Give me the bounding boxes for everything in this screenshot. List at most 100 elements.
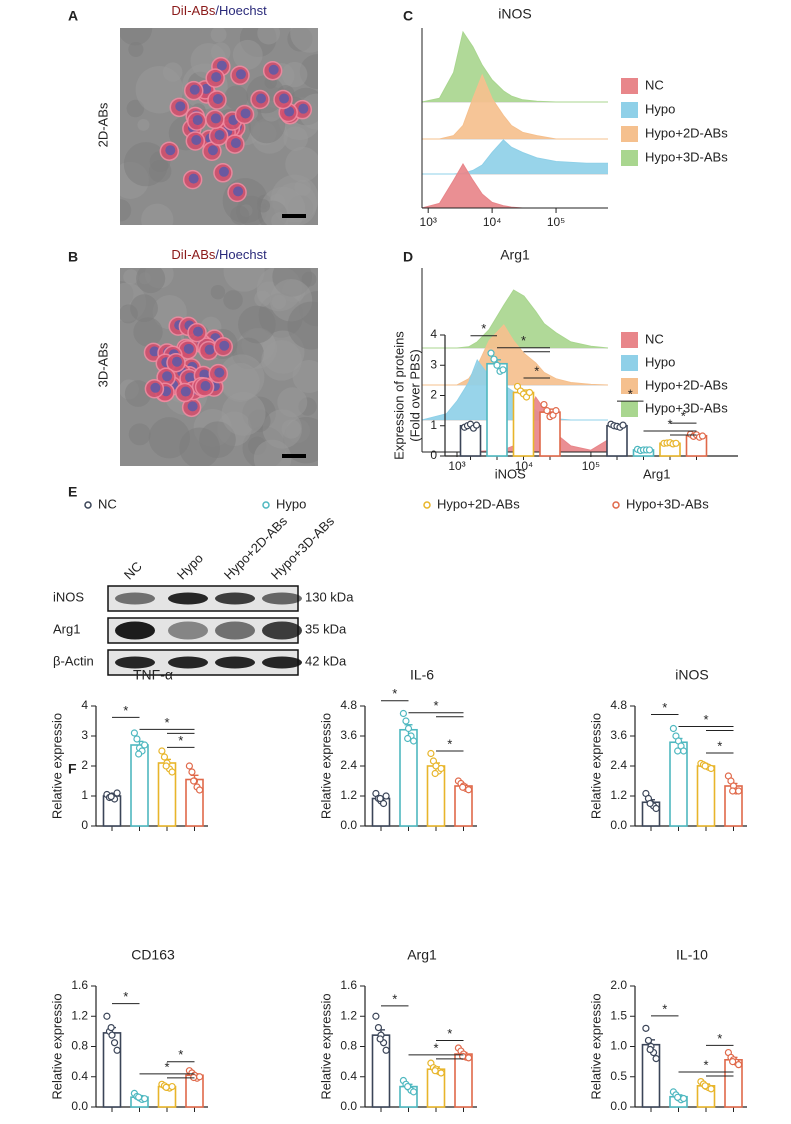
legend-label: NC <box>645 77 664 92</box>
panel-label: D <box>403 249 413 265</box>
row-label: β-Actin <box>53 653 94 668</box>
nucleus <box>150 382 161 393</box>
row-label: iNOS <box>53 589 84 604</box>
texture <box>223 290 243 310</box>
size-label: 35 kDa <box>305 621 347 636</box>
y-tick-label: 1.6 <box>340 978 357 992</box>
nucleus <box>175 101 186 112</box>
data-point <box>499 366 507 374</box>
legend-swatch <box>621 102 638 118</box>
band <box>215 656 255 669</box>
data-point <box>707 1085 715 1093</box>
data-point <box>404 724 413 733</box>
nucleus <box>212 94 223 105</box>
data-point <box>113 789 121 797</box>
data-point <box>399 709 407 718</box>
nucleus <box>183 343 194 354</box>
data-point <box>543 407 551 415</box>
texture <box>128 41 144 57</box>
band <box>115 592 155 605</box>
significance: * <box>717 1031 722 1046</box>
data-point <box>404 734 412 743</box>
nucleus <box>298 103 309 114</box>
nucleus <box>191 134 202 145</box>
data-point <box>552 407 560 415</box>
significance: * <box>433 698 438 713</box>
stain-label: DiI-ABs <box>171 247 216 262</box>
data-point <box>437 764 445 773</box>
x-tick-label: 10⁴ <box>515 459 534 473</box>
data-point <box>679 747 688 755</box>
x-tick-label: 10³ <box>420 215 437 229</box>
legend-marker <box>612 501 620 509</box>
texture <box>283 126 308 151</box>
bar <box>512 391 535 457</box>
nucleus <box>192 115 203 126</box>
nucleus <box>233 186 244 197</box>
data-point <box>465 786 473 794</box>
texture <box>232 39 263 70</box>
data-point <box>465 1054 473 1062</box>
texture <box>224 85 249 110</box>
data-point <box>410 1088 418 1096</box>
y-tick-label: 2.0 <box>610 978 627 992</box>
data-point <box>376 1035 384 1043</box>
nucleus <box>284 106 295 117</box>
ridge-line <box>422 139 608 175</box>
nucleus <box>279 93 290 104</box>
data-point <box>168 1082 176 1091</box>
x-tick-label: iNOS <box>495 466 526 481</box>
data-point <box>113 1046 121 1054</box>
data-point <box>185 762 193 770</box>
band <box>168 656 208 669</box>
significance: * <box>123 989 128 1004</box>
row-label: 3D-ABs <box>95 342 110 387</box>
chart-title: Arg1 <box>500 247 530 263</box>
data-point <box>382 792 390 800</box>
nucleus <box>256 93 267 104</box>
texture <box>130 294 158 323</box>
nucleus <box>172 356 183 367</box>
y-axis-label: (Fold over PBS) <box>407 349 422 441</box>
data-point <box>646 1045 654 1054</box>
y-tick-label: 0 <box>81 818 88 832</box>
data-point <box>672 439 680 447</box>
y-tick-label: 2 <box>81 758 88 772</box>
legend-marker <box>84 501 92 509</box>
texture <box>199 421 236 458</box>
data-point <box>376 794 384 803</box>
y-tick-label: 1 <box>430 418 437 432</box>
nucleus <box>162 371 173 382</box>
y-tick-label: 1.0 <box>610 1039 627 1053</box>
ridge-line <box>422 73 608 140</box>
nucleus <box>207 145 218 156</box>
data-point <box>701 762 709 770</box>
data-point <box>190 777 198 785</box>
data-point <box>196 786 204 794</box>
data-point <box>734 787 743 795</box>
nucleus <box>216 60 227 71</box>
significance: * <box>628 387 633 402</box>
data-point <box>135 750 143 758</box>
legend-label: Hypo <box>645 101 675 116</box>
data-point <box>168 768 176 776</box>
y-tick-label: 0.0 <box>71 1099 88 1113</box>
y-tick-label: 0 <box>430 448 437 462</box>
data-point <box>674 1093 682 1101</box>
legend-marker <box>262 501 270 509</box>
texture <box>210 284 226 300</box>
nucleus <box>201 83 212 94</box>
data-point <box>158 747 166 755</box>
image-title: DiI-ABs/Hoechst <box>171 3 267 18</box>
chart-title: iNOS <box>675 667 708 683</box>
texture <box>256 199 271 213</box>
significance: * <box>447 1026 452 1041</box>
chart-title: IL-10 <box>676 947 708 963</box>
data-point <box>540 400 548 409</box>
y-tick-label: 2 <box>430 388 437 402</box>
size-label: 42 kDa <box>305 653 347 668</box>
data-point <box>729 787 737 795</box>
panel-label: B <box>68 249 78 265</box>
texture <box>281 61 308 88</box>
